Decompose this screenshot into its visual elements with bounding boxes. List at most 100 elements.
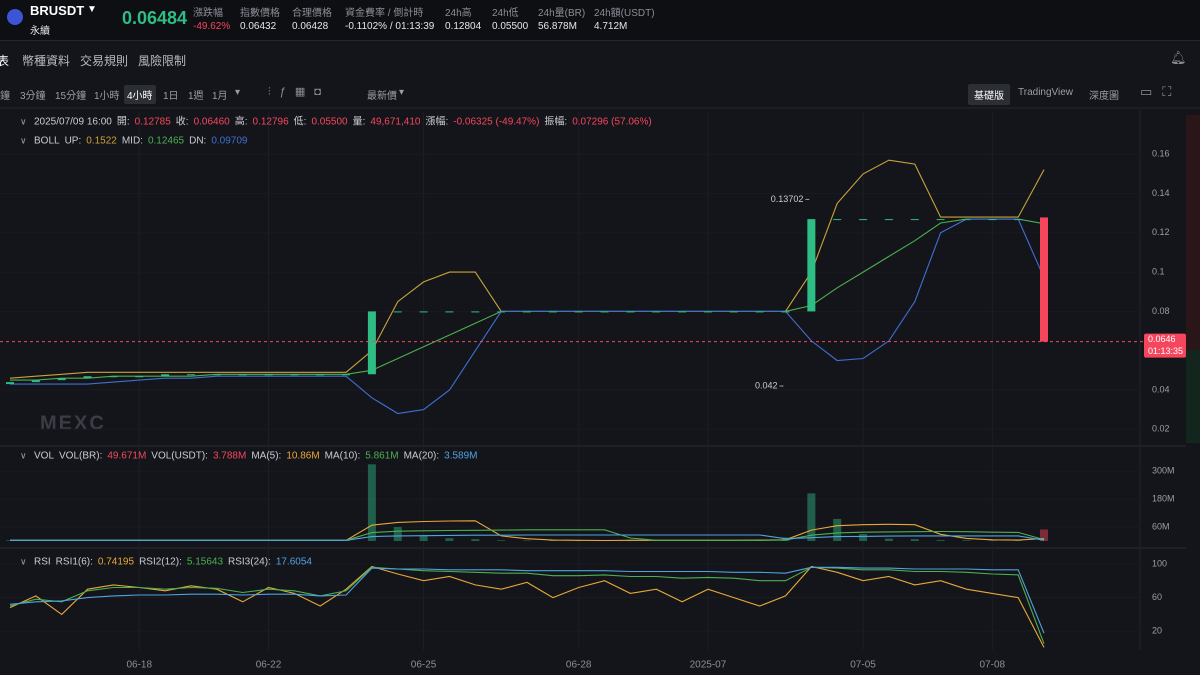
y-tick-label: 60M [1152, 521, 1170, 531]
legend-text: 0.74195 [98, 557, 135, 568]
price-side-strip-low [1186, 350, 1200, 443]
y-tick-label: 180M [1152, 494, 1175, 504]
candle [186, 374, 195, 376]
candle [109, 376, 118, 378]
volume-bar [1040, 529, 1048, 541]
volume-bar [936, 540, 945, 541]
y-tick-label: 0.14 [1152, 188, 1170, 198]
volume-bar [393, 527, 402, 541]
candle [471, 311, 480, 313]
stat-label: 24h額(USDT) [594, 8, 655, 19]
candle [264, 374, 273, 376]
volume-bar [910, 539, 919, 541]
candle [833, 219, 842, 221]
view-button[interactable]: TradingView [1018, 87, 1074, 98]
legend-text: RSI3(24): [228, 557, 271, 568]
interval-button[interactable]: 1月 [212, 91, 228, 102]
tool-icons[interactable]: ⫶ƒ▦◘ [268, 86, 330, 98]
y-tick-label: 0.12 [1152, 227, 1170, 237]
series-line [9, 566, 1045, 634]
legend-text: 49,671,410 [370, 117, 420, 128]
stat-label: 24h量(BR) [538, 8, 586, 19]
tab[interactable]: 交易規則 [80, 54, 129, 68]
view-button[interactable]: 深度圖 [1089, 91, 1119, 102]
legend-text: 3.589M [444, 451, 477, 462]
tab[interactable]: 幣種資料 [22, 54, 71, 68]
candle [445, 311, 454, 313]
stat-label: 24h高 [445, 8, 472, 19]
legend-text: 0.07296 (57.06%) [572, 117, 652, 128]
interval-button[interactable]: 1小時 [94, 91, 120, 102]
candle [393, 311, 402, 313]
legend-text: 17.6054 [276, 557, 313, 568]
volume-bar [367, 464, 376, 541]
window-icons[interactable]: ▭⛶ [1140, 84, 1182, 99]
x-tick-label: 06-25 [411, 660, 437, 671]
price-type-caret[interactable]: ▾ [399, 87, 405, 98]
volume-bar [497, 540, 506, 541]
volume-bar [471, 539, 480, 541]
legend-text: 0.1522 [86, 136, 117, 147]
series-line [10, 218, 1045, 381]
candle [703, 311, 712, 313]
price-type[interactable]: 最新價 [367, 91, 397, 102]
contract-type: 永續 [30, 26, 50, 37]
interval-button[interactable]: 1日 [163, 91, 179, 102]
symbol-caret[interactable]: ▼ [87, 4, 97, 15]
stat-value: 0.12804 [445, 21, 482, 32]
coin-logo [7, 9, 23, 25]
candle [781, 311, 790, 313]
candle [626, 311, 635, 313]
x-tick-label: 06-28 [566, 660, 592, 671]
symbol[interactable]: BRUSDT [30, 3, 85, 18]
candle [83, 376, 92, 379]
volume-bar [1014, 540, 1023, 541]
interval-caret[interactable]: ▾ [235, 87, 241, 98]
legend-text: UP: [65, 136, 82, 147]
candle [678, 311, 687, 313]
volume-bar [445, 538, 454, 541]
interval-button[interactable]: 3分鐘 [20, 91, 46, 102]
y-tick-label: 60 [1152, 592, 1162, 602]
candle [1040, 217, 1048, 342]
candle [859, 219, 868, 221]
candle [962, 219, 971, 221]
candle [6, 382, 14, 385]
volume-bar [548, 540, 557, 541]
legend-text: 2025/07/09 16:00 [34, 117, 112, 128]
last-price-box [1144, 333, 1186, 358]
collapse-icon: ∨ [20, 450, 27, 460]
stat-label: 資金費率 / 倒計時 [345, 8, 424, 19]
y-tick-label: 0.08 [1152, 306, 1170, 316]
y-tick-label: 0.16 [1152, 149, 1170, 159]
last-price-label: 0.0646 [1148, 334, 1176, 344]
candle [419, 311, 428, 313]
annotation-label: 0.13702 [771, 194, 804, 204]
candle [1014, 219, 1023, 221]
annotation-label: 0.042 [755, 380, 778, 390]
x-tick-label: 07-08 [980, 660, 1006, 671]
tab[interactable]: 表 [0, 54, 10, 68]
tab[interactable]: 風險限制 [138, 54, 187, 68]
interval-button[interactable]: 1週 [188, 91, 204, 102]
candle [988, 219, 997, 221]
view-button[interactable]: 基礎版 [968, 84, 1010, 105]
interval-button[interactable]: 15分鐘 [55, 91, 87, 102]
last-price: 0.06484 [122, 8, 188, 28]
legend-text: VOL(USDT): [151, 451, 208, 462]
legend-text: 漲幅: [425, 115, 448, 128]
ticker-bar: BRUSDT ▼ 永續 0.06484 漲跌幅 -49.62% 指數價格 0.0643… [0, 0, 1200, 41]
volume-bar [523, 540, 531, 542]
legend-text: MID: [122, 136, 143, 147]
interval-button[interactable]: 4小時 [124, 85, 156, 104]
legend-text: 5.861M [365, 451, 398, 462]
stat-value: 0.06428 [292, 21, 329, 32]
x-tick-label: 06-18 [126, 660, 152, 671]
y-tick-label: 20 [1152, 626, 1162, 636]
volume-bar [859, 534, 868, 541]
legend-text: 高: [235, 115, 248, 128]
bell-icon[interactable]: 🔔︎ [1170, 50, 1187, 65]
interval-button[interactable]: 鐘 [0, 91, 10, 102]
countdown-label: 01:13:35 [1148, 346, 1183, 356]
